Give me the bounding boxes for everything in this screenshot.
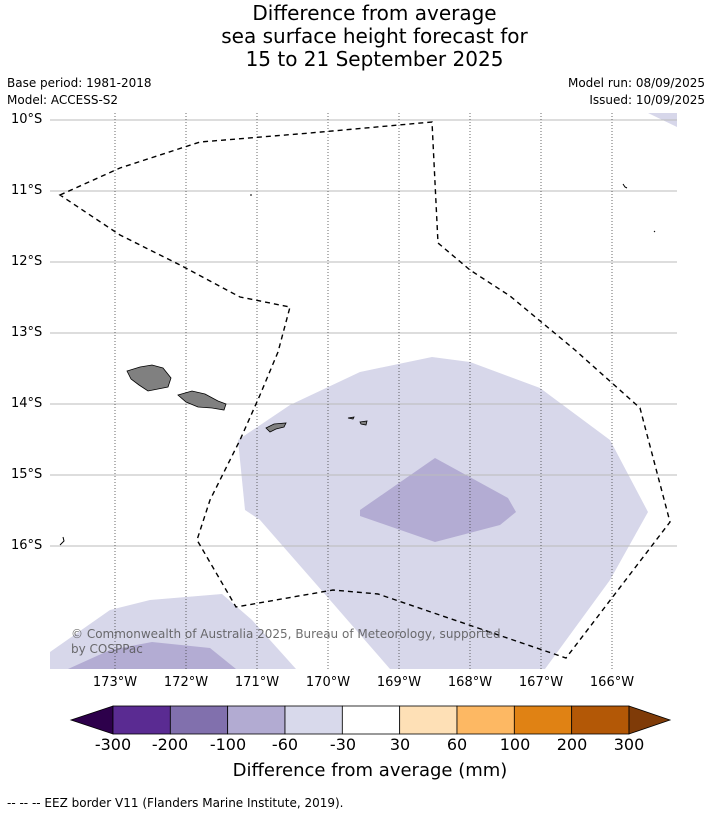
lat-label-14s: 14°S [11,396,43,411]
colorbar-tick-60: 60 [446,735,468,754]
title-line-2: sea surface height forecast for [221,24,528,48]
colorbar-bin [399,705,458,735]
colorbar-tick-100: 100 [499,735,531,754]
base-period-text: Base period: 1981-2018 [7,76,152,90]
lon-label-168w: 168°W [447,675,493,690]
lat-label-11s: 11°S [11,183,43,198]
colorbar-bin [69,705,114,735]
island-tau [359,420,368,426]
title-line-3: 15 to 21 September 2025 [245,47,504,71]
colorbar-bins [69,705,672,735]
colorbar-bin [341,705,401,735]
colorbar-tick-neg200: -200 [151,735,189,754]
lon-label-173w: 173°W [92,675,138,690]
latitude-gridlines [50,119,677,547]
eez-border-samoa [58,121,671,659]
island-ofu [347,416,355,420]
eez-footer-note: -- -- -- EEZ border V11 (Flanders Marine… [7,796,344,810]
colorbar-tick-neg300: -300 [94,735,132,754]
colorbar-bin [284,705,343,735]
island-savaii [126,364,172,392]
lon-label-169w: 169°W [376,675,422,690]
meta-right: Model run: 08/09/2025 Issued: 10/09/2025 [568,75,705,109]
colorbar-bin [571,705,630,735]
copyright-line-2: by COSPPac [71,642,143,656]
colorbar-bin [456,705,515,735]
model-run-text: Model run: 08/09/2025 [567,76,705,90]
lat-label-13s: 13°S [11,325,43,340]
colorbar-tick-30: 30 [389,735,411,754]
colorbar-bin [227,705,286,735]
copyright-line-1: © Commonwealth of Australia 2025, Bureau… [71,627,501,641]
meta-left: Base period: 1981-2018 Model: ACCESS-S2 [7,75,152,109]
lon-label-166w: 166°W [589,675,635,690]
copyright-notice: © Commonwealth of Australia 2025, Bureau… [71,627,501,657]
lat-label-15s: 15°S [11,467,43,482]
map-panel [50,113,677,669]
islet-northeast [622,183,628,189]
colorbar-tick-neg30: -30 [329,735,357,754]
island-upolu [177,390,227,411]
lat-label-16s: 16°S [11,538,43,553]
lon-label-171w: 171°W [234,675,280,690]
island-tutuila [265,422,287,433]
title-line-1: Difference from average [252,1,497,25]
lon-label-167w: 167°W [518,675,564,690]
model-text: Model: ACCESS-S2 [7,93,119,107]
colorbar-tick-neg60: -60 [271,735,299,754]
colorbar-bin [169,705,229,735]
chart-title: Difference from average sea surface heig… [0,2,713,71]
colorbar-tick-200: 200 [556,735,588,754]
colorbar-label: Difference from average (mm) [232,760,508,781]
lon-label-170w: 170°W [305,675,351,690]
lat-label-12s: 12°S [11,254,43,269]
colorbar-tick-300: 300 [613,735,645,754]
lon-label-172w: 172°W [163,675,209,690]
anomaly-region-southwest-medium [68,642,236,669]
colorbar-tick-neg100: -100 [209,735,247,754]
colorbar-bin [513,705,573,735]
islet-southwest [59,536,65,546]
lat-label-10s: 10°S [11,112,43,127]
issued-text: Issued: 10/09/2025 [589,93,705,107]
islet-east [653,230,656,233]
colorbar-bin [628,705,672,735]
colorbar-bin [112,705,171,735]
